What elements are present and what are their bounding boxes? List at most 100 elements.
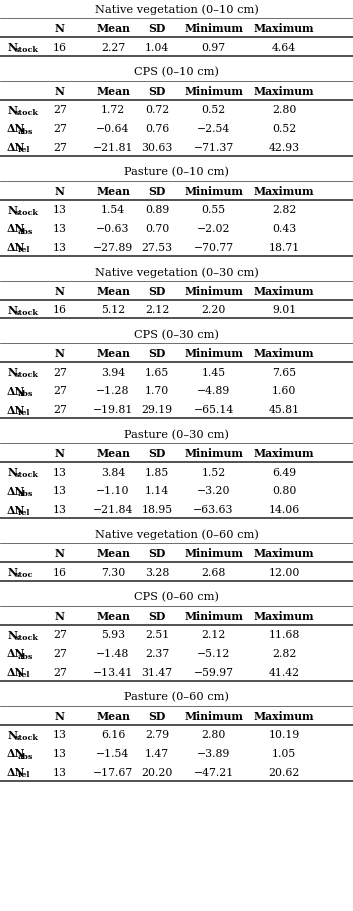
- Text: 1.47: 1.47: [145, 748, 169, 758]
- Text: −3.20: −3.20: [197, 486, 230, 496]
- Text: rel: rel: [18, 771, 30, 779]
- Text: stock: stock: [14, 309, 38, 316]
- Text: Pasture (0–30 cm): Pasture (0–30 cm): [124, 429, 229, 439]
- Text: ΔN: ΔN: [7, 766, 25, 777]
- Text: 27: 27: [53, 386, 67, 396]
- Text: Maximum: Maximum: [254, 548, 315, 558]
- Text: N: N: [55, 24, 65, 35]
- Text: −70.77: −70.77: [193, 242, 234, 252]
- Text: ΔN: ΔN: [7, 748, 25, 759]
- Text: 2.80: 2.80: [272, 105, 297, 115]
- Text: −71.37: −71.37: [193, 142, 234, 152]
- Text: 27: 27: [53, 630, 67, 640]
- Text: Maximum: Maximum: [254, 186, 315, 197]
- Text: stock: stock: [14, 471, 38, 479]
- Text: 7.65: 7.65: [272, 367, 296, 377]
- Text: −0.63: −0.63: [96, 223, 130, 233]
- Text: abs: abs: [18, 752, 33, 760]
- Text: Mean: Mean: [96, 285, 130, 296]
- Text: −1.28: −1.28: [96, 386, 130, 396]
- Text: 3.84: 3.84: [101, 467, 125, 477]
- Text: SD: SD: [148, 24, 166, 35]
- Text: N: N: [55, 610, 65, 621]
- Text: SD: SD: [148, 348, 166, 359]
- Text: 31.47: 31.47: [142, 667, 173, 677]
- Text: N: N: [7, 466, 17, 477]
- Text: N: N: [7, 629, 17, 640]
- Text: 27: 27: [53, 667, 67, 677]
- Text: SD: SD: [148, 448, 166, 459]
- Text: 0.72: 0.72: [145, 105, 169, 115]
- Text: CPS (0–30 cm): CPS (0–30 cm): [134, 329, 219, 340]
- Text: 13: 13: [53, 730, 67, 739]
- Text: 27: 27: [53, 648, 67, 658]
- Text: 27: 27: [53, 404, 67, 415]
- Text: 2.20: 2.20: [201, 305, 226, 314]
- Text: ΔN: ΔN: [7, 666, 25, 677]
- Text: Maximum: Maximum: [254, 348, 315, 359]
- Text: −1.10: −1.10: [96, 486, 130, 496]
- Text: 13: 13: [53, 767, 67, 777]
- Text: 2.37: 2.37: [145, 648, 169, 658]
- Text: 18.71: 18.71: [269, 242, 300, 252]
- Text: 5.12: 5.12: [101, 305, 125, 314]
- Text: ΔN: ΔN: [7, 404, 25, 415]
- Text: Maximum: Maximum: [254, 285, 315, 296]
- Text: 1.70: 1.70: [145, 386, 169, 396]
- Text: stock: stock: [14, 633, 38, 641]
- Text: stock: stock: [14, 733, 38, 741]
- Text: Minimum: Minimum: [184, 186, 243, 197]
- Text: 29.19: 29.19: [142, 404, 173, 415]
- Text: 2.82: 2.82: [272, 205, 297, 215]
- Text: stock: stock: [14, 108, 38, 117]
- Text: N: N: [7, 729, 17, 740]
- Text: Mean: Mean: [96, 710, 130, 721]
- Text: 42.93: 42.93: [269, 142, 300, 152]
- Text: −21.81: −21.81: [93, 142, 133, 152]
- Text: 13: 13: [53, 486, 67, 496]
- Text: −2.54: −2.54: [197, 124, 230, 134]
- Text: 27.53: 27.53: [142, 242, 173, 252]
- Text: Native vegetation (0–60 cm): Native vegetation (0–60 cm): [95, 529, 258, 539]
- Text: 3.28: 3.28: [145, 567, 169, 577]
- Text: 13: 13: [53, 748, 67, 758]
- Text: abs: abs: [18, 489, 33, 497]
- Text: abs: abs: [18, 652, 33, 660]
- Text: 18.95: 18.95: [142, 505, 173, 515]
- Text: Minimum: Minimum: [184, 348, 243, 359]
- Text: ΔN: ΔN: [7, 504, 25, 515]
- Text: Mean: Mean: [96, 24, 130, 35]
- Text: Native vegetation (0–10 cm): Native vegetation (0–10 cm): [95, 5, 258, 15]
- Text: Maximum: Maximum: [254, 710, 315, 721]
- Text: 13: 13: [53, 242, 67, 252]
- Text: −47.21: −47.21: [193, 767, 234, 777]
- Text: Minimum: Minimum: [184, 448, 243, 459]
- Text: 13: 13: [53, 467, 67, 477]
- Text: SD: SD: [148, 548, 166, 558]
- Text: Minimum: Minimum: [184, 548, 243, 558]
- Text: rel: rel: [18, 408, 30, 416]
- Text: Minimum: Minimum: [184, 86, 243, 97]
- Text: N: N: [55, 86, 65, 97]
- Text: 12.00: 12.00: [269, 567, 300, 577]
- Text: rel: rel: [18, 508, 30, 517]
- Text: −3.89: −3.89: [197, 748, 230, 758]
- Text: stock: stock: [14, 371, 38, 379]
- Text: Mean: Mean: [96, 186, 130, 197]
- Text: 6.49: 6.49: [272, 467, 296, 477]
- Text: 2.68: 2.68: [201, 567, 226, 577]
- Text: Mean: Mean: [96, 86, 130, 97]
- Text: 13: 13: [53, 223, 67, 233]
- Text: rel: rel: [18, 146, 30, 154]
- Text: 27: 27: [53, 124, 67, 134]
- Text: 20.20: 20.20: [142, 767, 173, 777]
- Text: N: N: [55, 710, 65, 721]
- Text: 14.06: 14.06: [269, 505, 300, 515]
- Text: 0.52: 0.52: [202, 105, 226, 115]
- Text: 45.81: 45.81: [269, 404, 300, 415]
- Text: 1.45: 1.45: [202, 367, 226, 377]
- Text: 16: 16: [53, 567, 67, 577]
- Text: 0.55: 0.55: [202, 205, 226, 215]
- Text: 2.82: 2.82: [272, 648, 297, 658]
- Text: 0.43: 0.43: [272, 223, 296, 233]
